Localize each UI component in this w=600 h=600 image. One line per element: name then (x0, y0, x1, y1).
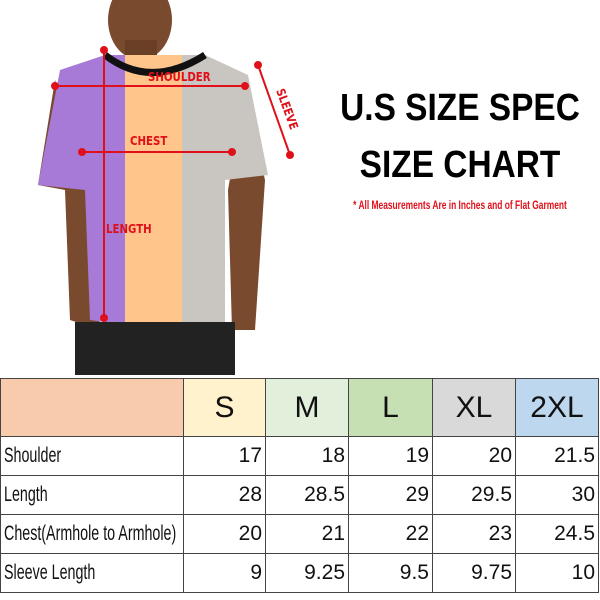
shirt-orange-panel (125, 55, 182, 325)
cell: 28.5 (265, 475, 349, 515)
cell: 28 (183, 475, 266, 515)
size-header: S (183, 378, 266, 437)
cell: 9.75 (432, 553, 516, 593)
cell: 30 (515, 475, 599, 515)
shirt-gray-panel (182, 55, 268, 325)
table-row: Chest(Armhole to Armhole) 20 21 22 23 24… (0, 514, 599, 554)
table-row: Shoulder 17 18 19 20 21.5 (0, 436, 599, 476)
header-blank-cell (0, 378, 184, 437)
cell: 9 (183, 553, 266, 593)
size-header: L (348, 378, 433, 437)
size-header: 2XL (515, 378, 599, 437)
table-row: Length 28 28.5 29 29.5 30 (0, 475, 599, 515)
length-label: LENGTH (106, 222, 152, 236)
cell: 20 (432, 436, 516, 476)
measurement-note: * All Measurements Are in Inches and of … (353, 198, 567, 212)
row-label: Length (4, 483, 48, 506)
cell: 9.5 (348, 553, 433, 593)
row-label: Sleeve Length (4, 561, 96, 584)
cell: 29.5 (432, 475, 516, 515)
tshirt-model-illustration (0, 0, 320, 375)
heading-line1: U.S SIZE SPEC (340, 87, 580, 129)
size-header: M (265, 378, 349, 437)
cell: 21.5 (515, 436, 599, 476)
cell: 24.5 (515, 514, 599, 554)
heading-line2: SIZE CHART (359, 144, 561, 186)
cell: 19 (348, 436, 433, 476)
chest-label: CHEST (130, 134, 168, 148)
model-pants (75, 322, 235, 375)
cell: 29 (348, 475, 433, 515)
cell: 20 (183, 514, 266, 554)
cell: 17 (183, 436, 266, 476)
size-table: S M L XL 2XL Shoulder 17 18 19 20 21.5 L… (0, 378, 599, 593)
size-header: XL (432, 378, 516, 437)
shoulder-label: SHOULDER (148, 70, 211, 84)
size-header-row: S M L XL 2XL (0, 378, 599, 437)
cell: 23 (432, 514, 516, 554)
measurement-lines (51, 46, 294, 322)
cell: 18 (265, 436, 349, 476)
cell: 10 (515, 553, 599, 593)
row-label: Shoulder (4, 444, 62, 467)
cell: 21 (265, 514, 349, 554)
table-row: Sleeve Length 9 9.25 9.5 9.75 10 (0, 553, 599, 593)
row-label: Chest(Armhole to Armhole) (4, 522, 177, 545)
cell: 22 (348, 514, 433, 554)
cell: 9.25 (265, 553, 349, 593)
